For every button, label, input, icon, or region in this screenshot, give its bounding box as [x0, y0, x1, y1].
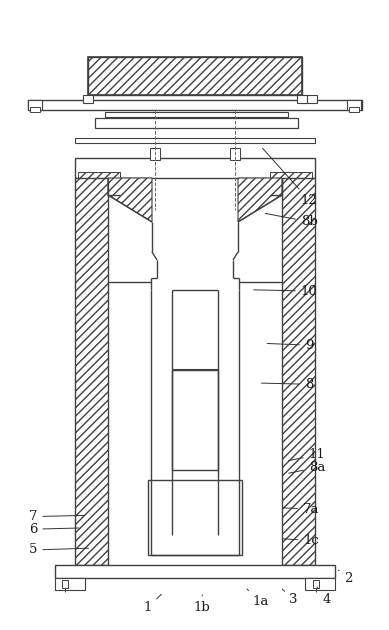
Bar — [75, 158, 315, 178]
Bar — [75, 138, 315, 143]
Text: 7: 7 — [29, 510, 85, 523]
Text: 1: 1 — [144, 594, 161, 614]
Polygon shape — [238, 178, 282, 222]
Bar — [349, 107, 359, 112]
Text: 8: 8 — [261, 378, 314, 391]
Text: 5: 5 — [29, 544, 89, 556]
Bar — [230, 148, 240, 160]
Text: 11: 11 — [289, 449, 326, 461]
Text: 2: 2 — [338, 570, 352, 585]
Bar — [88, 57, 302, 95]
Text: 12: 12 — [263, 148, 318, 207]
Text: 1c: 1c — [283, 534, 319, 547]
Text: 9: 9 — [267, 339, 314, 352]
Bar — [313, 580, 319, 588]
Bar — [172, 370, 218, 470]
Bar — [105, 112, 288, 117]
Bar — [148, 480, 242, 555]
Bar — [282, 178, 315, 565]
Text: 4: 4 — [317, 587, 331, 606]
Bar — [28, 100, 42, 110]
Bar — [88, 57, 302, 95]
Bar — [95, 118, 298, 128]
Bar — [62, 580, 68, 588]
Bar — [150, 148, 160, 160]
Bar — [83, 95, 93, 103]
Bar — [75, 178, 108, 565]
Text: 10: 10 — [254, 285, 318, 297]
Bar — [347, 100, 361, 110]
Bar — [305, 578, 335, 590]
Text: 6: 6 — [29, 523, 79, 536]
Text: 8a: 8a — [289, 461, 325, 474]
Bar — [78, 172, 120, 183]
Bar — [270, 172, 312, 183]
Text: 7a: 7a — [283, 503, 319, 515]
Bar — [302, 95, 317, 103]
Polygon shape — [108, 178, 152, 222]
Bar — [55, 578, 85, 590]
Text: 1b: 1b — [194, 595, 211, 614]
Text: 3: 3 — [282, 589, 298, 606]
Bar — [30, 107, 40, 112]
Bar — [28, 100, 362, 110]
Text: 1a: 1a — [247, 589, 269, 608]
Bar — [297, 95, 307, 103]
Bar — [55, 565, 335, 578]
Text: 8b: 8b — [265, 214, 318, 228]
